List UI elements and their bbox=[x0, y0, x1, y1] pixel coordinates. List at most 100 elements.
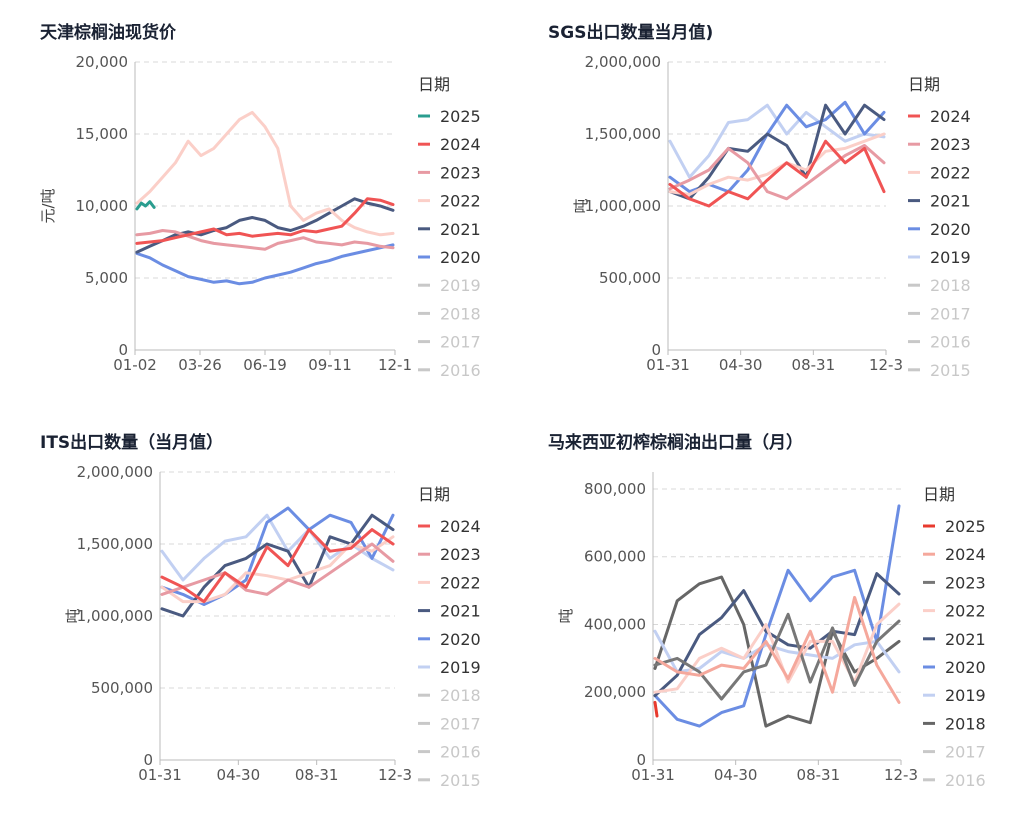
legend-item-2020[interactable]: 2020 bbox=[930, 220, 971, 239]
x-tick-label: 06-19 bbox=[243, 356, 287, 374]
legend-item-2017[interactable]: 2017 bbox=[930, 304, 971, 323]
x-tick-label: 01-02 bbox=[113, 356, 157, 374]
chart-title: 马来西亚初榨棕榈油出口量（月） bbox=[548, 433, 803, 453]
series-line-2023 bbox=[668, 144, 886, 201]
legend-item-2015[interactable]: 2015 bbox=[930, 361, 971, 380]
legend-title: 日期 bbox=[923, 485, 955, 504]
legend-item-2025[interactable]: 2025 bbox=[440, 107, 481, 126]
legend: 2025 2024 2023 2022 2021 2020 2019 2018 2017 2016 bbox=[923, 517, 986, 790]
x-tick-label: 09-11 bbox=[308, 356, 352, 374]
series-line-2020 bbox=[653, 504, 901, 728]
legend-item-2023[interactable]: 2023 bbox=[930, 135, 971, 154]
y-tick-label: 5,000 bbox=[85, 269, 128, 287]
legend: 2024 2023 2022 2021 2020 2019 2018 2017 2016 2015 bbox=[908, 107, 971, 380]
legend: 2024 2023 2022 2021 2020 2019 2018 2017 2016 2015 bbox=[418, 517, 481, 790]
y-tick-label: 0 bbox=[118, 341, 128, 359]
chart-its-export: 0 500,000 1,000,000 1,500,000 2,000,000 吨 01-3… bbox=[64, 463, 481, 790]
legend-item-2025[interactable]: 2025 bbox=[945, 517, 986, 536]
x-tick-label: 03-26 bbox=[178, 356, 222, 374]
series-line-2024 bbox=[135, 197, 395, 245]
legend-item-2017[interactable]: 2017 bbox=[945, 743, 986, 762]
legend-item-2015[interactable]: 2015 bbox=[440, 771, 481, 790]
series-line-2025 bbox=[653, 700, 659, 718]
y-tick-label: 2,000,000 bbox=[585, 53, 661, 71]
series-line-2025 bbox=[135, 200, 156, 211]
legend-item-2024[interactable]: 2024 bbox=[930, 107, 971, 126]
y-tick-label: 15,000 bbox=[76, 125, 129, 143]
panel-tianjin-price: 天津棕榈油现货价 0 5,000 10,000 15,000 20,000 元/吨 01-0… bbox=[0, 0, 500, 400]
chart-title: ITS出口数量（当月值） bbox=[40, 433, 224, 453]
legend-item-2024[interactable]: 2024 bbox=[440, 517, 481, 536]
legend-item-2020[interactable]: 2020 bbox=[440, 630, 481, 649]
series-line-2024 bbox=[160, 528, 395, 604]
series-line-2020 bbox=[135, 243, 395, 286]
legend-item-2017[interactable]: 2017 bbox=[440, 333, 481, 352]
legend-title: 日期 bbox=[418, 485, 450, 504]
legend-item-2020[interactable]: 2020 bbox=[945, 658, 986, 677]
y-tick-label: 20,000 bbox=[76, 53, 129, 71]
legend-item-2021[interactable]: 2021 bbox=[945, 630, 986, 649]
series-line-2022 bbox=[653, 602, 901, 694]
legend-item-2022[interactable]: 2022 bbox=[440, 573, 481, 592]
chart-title: SGS出口数量当月值) bbox=[548, 23, 714, 43]
y-tick-label: 1,000,000 bbox=[77, 607, 153, 625]
series-line-2022 bbox=[135, 110, 395, 237]
legend-item-2018[interactable]: 2018 bbox=[930, 276, 971, 295]
x-tick-label: 04-30 bbox=[217, 766, 261, 784]
chart-sgs-export: 0 500,000 1,000,000 1,500,000 2,000,000 吨 01-3… bbox=[572, 53, 971, 380]
y-tick-label: 0 bbox=[143, 751, 153, 769]
series-line-2021 bbox=[160, 513, 395, 618]
series-line-2024 bbox=[653, 595, 901, 704]
legend-item-2021[interactable]: 2021 bbox=[930, 192, 971, 211]
legend-item-2019[interactable]: 2019 bbox=[440, 658, 481, 677]
x-tick-label: 12-3 bbox=[378, 766, 412, 784]
legend-item-2023[interactable]: 2023 bbox=[440, 163, 481, 182]
legend-item-2017[interactable]: 2017 bbox=[440, 714, 481, 733]
y-tick-label: 800,000 bbox=[584, 480, 646, 498]
x-tick-label: 12-3 bbox=[884, 766, 918, 784]
x-tick-label: 01-31 bbox=[631, 766, 675, 784]
legend-item-2023[interactable]: 2023 bbox=[945, 573, 986, 592]
x-tick-label: 08-31 bbox=[792, 356, 836, 374]
y-tick-label: 0 bbox=[651, 341, 661, 359]
legend-title: 日期 bbox=[418, 75, 450, 94]
legend-item-2016[interactable]: 2016 bbox=[440, 361, 481, 380]
x-tick-label: 01-31 bbox=[646, 356, 690, 374]
series-line-2023 bbox=[160, 542, 395, 596]
legend-item-2022[interactable]: 2022 bbox=[930, 163, 971, 182]
legend-item-2019[interactable]: 2019 bbox=[945, 686, 986, 705]
legend-item-2019[interactable]: 2019 bbox=[440, 276, 481, 295]
x-tick-label: 04-30 bbox=[714, 766, 758, 784]
legend-item-2020[interactable]: 2020 bbox=[440, 248, 481, 267]
legend-item-2016[interactable]: 2016 bbox=[930, 333, 971, 352]
legend-title: 日期 bbox=[908, 75, 940, 94]
panel-its-export: ITS出口数量（当月值） 0 500,000 1,000,000 1,500,000 2… bbox=[0, 410, 500, 810]
legend-item-2018[interactable]: 2018 bbox=[440, 686, 481, 705]
y-tick-label: 500,000 bbox=[599, 269, 661, 287]
chart-title: 天津棕榈油现货价 bbox=[40, 23, 176, 43]
legend-item-2016[interactable]: 2016 bbox=[945, 771, 986, 790]
y-tick-label: 200,000 bbox=[584, 683, 646, 701]
series-group bbox=[135, 110, 395, 286]
legend-item-2018[interactable]: 2018 bbox=[945, 714, 986, 733]
series-line-2023 bbox=[653, 612, 901, 701]
y-axis-label: 吨 bbox=[572, 198, 590, 213]
y-tick-label: 500,000 bbox=[91, 679, 153, 697]
series-line-2023 bbox=[135, 229, 395, 251]
legend-item-2018[interactable]: 2018 bbox=[440, 304, 481, 323]
legend-item-2023[interactable]: 2023 bbox=[440, 545, 481, 564]
legend-item-2021[interactable]: 2021 bbox=[440, 220, 481, 239]
legend-item-2021[interactable]: 2021 bbox=[440, 602, 481, 621]
panel-sgs-export: SGS出口数量当月值) 0 500,000 1,000,000 1,500,000 2,… bbox=[508, 0, 1008, 400]
legend-item-2022[interactable]: 2022 bbox=[945, 602, 986, 621]
panel-malaysia-export: 马来西亚初榨棕榈油出口量（月） 0 200,000 400,000 600,000 80… bbox=[508, 410, 1008, 810]
legend-item-2016[interactable]: 2016 bbox=[440, 743, 481, 762]
legend-item-2022[interactable]: 2022 bbox=[440, 192, 481, 211]
series-group bbox=[668, 100, 886, 208]
y-tick-label: 10,000 bbox=[76, 197, 129, 215]
legend-item-2024[interactable]: 2024 bbox=[440, 135, 481, 154]
legend-item-2024[interactable]: 2024 bbox=[945, 545, 986, 564]
legend-item-2019[interactable]: 2019 bbox=[930, 248, 971, 267]
y-tick-label: 1,000,000 bbox=[585, 197, 661, 215]
y-axis-label: 吨 bbox=[557, 608, 575, 623]
